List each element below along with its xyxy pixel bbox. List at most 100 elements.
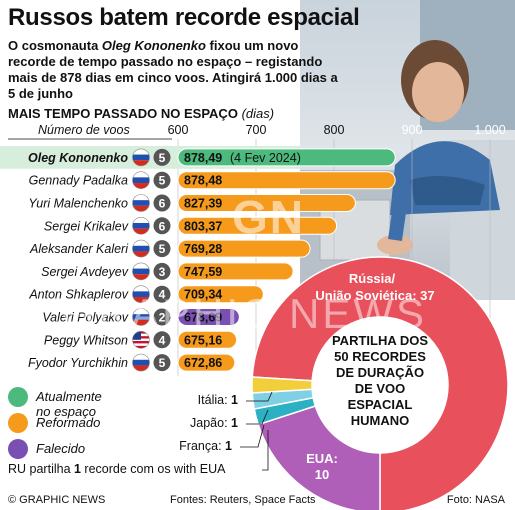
legend-label: Reformado: [36, 415, 101, 430]
astronaut-name: Sergei Krikalev: [44, 219, 129, 233]
value-bar: [177, 148, 396, 167]
flights-count: 5: [159, 356, 166, 370]
flights-count: 6: [159, 197, 166, 211]
lede-text: O cosmonauta Oleg Kononenko fixou um nov…: [8, 38, 348, 102]
lede-part: O cosmonauta: [8, 38, 102, 53]
astronaut-name: Valeri Polyakov: [42, 311, 128, 325]
value-label: 747,59: [184, 265, 222, 279]
russia-flag-icon: [132, 194, 150, 212]
x-tick-label: 600: [168, 123, 189, 137]
page-title: Russos batem recorde espacial: [8, 4, 360, 31]
usa-value: 10: [315, 467, 329, 482]
value-bar: [177, 171, 396, 190]
value-label: 878,49: [184, 151, 222, 165]
usa-label: EUA:: [306, 451, 338, 466]
donut-center-label: ESPACIAL: [348, 397, 413, 412]
sources: Fontes: Reuters, Space Facts: [170, 494, 316, 506]
donut-slice: [251, 388, 315, 410]
flights-count: 3: [159, 265, 166, 279]
label-france: França: 1: [179, 439, 232, 453]
astronaut-name: Oleg Kononenko: [28, 151, 128, 165]
flights-header: Número de voos: [38, 123, 130, 137]
russia-flag-icon: [132, 262, 150, 281]
value-label: 709,34: [184, 288, 222, 302]
russia-flag-icon: [132, 308, 150, 326]
russia-flag-icon: [132, 285, 150, 303]
flights-badge: [153, 308, 171, 326]
value-label: 672,86: [184, 356, 222, 370]
leader-line-japan: [246, 409, 269, 425]
lede-part: Oleg Kononenko: [101, 38, 206, 53]
flights-badge: [153, 217, 171, 235]
value-bar: [177, 194, 356, 212]
leader-line-france: [240, 424, 265, 448]
legend-label: Atualmente no espaço: [36, 389, 102, 419]
astronaut-name: Yuri Malenchenko: [28, 197, 128, 211]
x-tick-label: 800: [324, 123, 345, 137]
flights-badge: [153, 285, 171, 303]
copyright: © GRAPHIC NEWS: [8, 494, 106, 506]
astronaut-name: Peggy Whitson: [44, 333, 128, 347]
flights-count: 2: [159, 311, 166, 325]
value-note: (4 Fev 2024): [230, 151, 301, 165]
value-bar: [177, 216, 338, 235]
watermark-text: GRAPHIC NEWS: [62, 290, 428, 337]
flights-count: 5: [159, 242, 166, 256]
legend-swatch: [8, 387, 28, 407]
value-label: 675,16: [184, 333, 222, 347]
flights-count: 5: [159, 151, 166, 165]
flights-count: 4: [159, 288, 166, 302]
flights-badge: [153, 148, 171, 166]
value-label: 769,28: [184, 242, 222, 256]
flights-badge: [153, 331, 171, 349]
astronaut-name: Fyodor Yurchikhin: [28, 356, 128, 370]
section-title: MAIS TEMPO PASSADO NO ESPAÇO (dias): [8, 106, 274, 121]
note-text: RU partilha 1 recorde com os with EUA: [8, 462, 226, 476]
flights-badge: [153, 194, 171, 212]
value-label: 678,69: [184, 311, 222, 325]
donut-center-label: HUMANO: [351, 413, 410, 428]
astronaut-name: Sergei Avdeyev: [41, 265, 129, 279]
value-bar: [177, 239, 311, 258]
footer: © GRAPHIC NEWS Fontes: Reuters, Space Fa…: [0, 490, 515, 510]
section-title-text: MAIS TEMPO PASSADO NO ESPAÇO: [8, 106, 238, 121]
usa-flag-icon: [132, 331, 150, 349]
russia-flag-icon: [132, 171, 150, 190]
astronaut-name: Anton Shkaplerov: [28, 288, 128, 302]
legend-label: Falecido: [36, 441, 86, 456]
flights-badge: [153, 262, 171, 280]
flights-badge: [153, 171, 171, 189]
donut-center-label: DE VOO: [355, 381, 406, 396]
legend-swatch: [8, 413, 28, 433]
value-bar: [177, 330, 238, 349]
donut-slice: [253, 396, 317, 426]
leader-line-note: [262, 430, 269, 471]
x-tick-label: 700: [246, 123, 267, 137]
flights-count: 4: [159, 333, 166, 347]
flights-badge: [153, 354, 171, 372]
leader-line-italy: [246, 391, 273, 402]
legend-swatch: [8, 439, 28, 459]
label-italy: Itália: 1: [197, 393, 238, 407]
russia-flag-icon: [132, 148, 150, 167]
russia-flag-icon: [132, 217, 150, 235]
photo-credit: Foto: NASA: [446, 494, 505, 506]
section-unit: (dias): [241, 106, 275, 121]
bar-chart: Número de voos 600 700 800 900 1.000 Oleg Kono…: [0, 123, 506, 376]
lede-part: fixou um novo recorde de tempo passado n…: [8, 38, 338, 101]
value-label: 878,48: [184, 174, 222, 188]
flights-count: 6: [159, 219, 166, 233]
russia-flag-icon: [132, 239, 150, 258]
value-label: 827,39: [184, 197, 222, 211]
label-japan: Japão: 1: [190, 416, 238, 430]
astronaut-name: Aleksander Kaleri: [29, 242, 129, 256]
value-bar: [177, 308, 240, 326]
flights-count: 5: [159, 174, 166, 188]
x-tick-label: 900: [402, 123, 423, 137]
russia-flag-icon: [132, 353, 150, 372]
watermark-logo: GN: [232, 191, 305, 243]
value-bar: [177, 353, 236, 372]
x-tick-label: 1.000: [474, 123, 505, 137]
flights-badge: [153, 240, 171, 258]
